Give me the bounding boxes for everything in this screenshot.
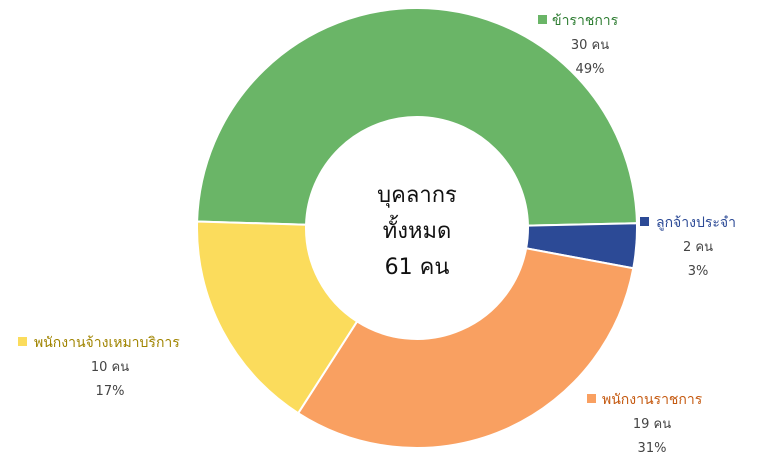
slice-label-name-2: พนักงานราชการ [602,392,703,408]
slice-2 [296,247,635,449]
slice-label-percent-2: 31% [638,441,667,456]
legend-swatch-0 [538,15,547,24]
slice-label-count-0: 30 คน [571,38,609,53]
slice-label-2: พนักงานราชการ 19 คน 31% [587,392,703,456]
slice-label-name-3: พนักงานจ้างเหมาบริการ [34,335,180,351]
legend-swatch-2 [587,394,596,403]
slice-0 [196,6,638,227]
center-label-line-1: บุคลากร [377,183,457,208]
slice-label-3: พนักงานจ้างเหมาบริการ 10 คน 17% [18,335,180,399]
slice-labels: ข้าราชการ 30 คน 49% ลูกจ้างประจำ 2 คน 3% พนักง… [18,13,736,456]
slice-label-count-1: 2 คน [683,240,713,255]
center-label-line-2: ทั้งหมด [383,215,452,244]
slices-group [196,6,638,449]
legend-swatch-1 [640,217,649,226]
center-label: บุคลากร ทั้งหมด 61 คน [377,183,457,280]
slice-label-count-2: 19 คน [633,417,671,432]
slice-label-percent-3: 17% [96,384,125,399]
slice-label-name-1: ลูกจ้างประจำ [656,215,736,231]
slice-3 [196,220,359,415]
slice-label-name-0: ข้าราชการ [552,13,619,29]
slice-label-0: ข้าราชการ 30 คน 49% [538,13,619,77]
slice-label-percent-1: 3% [688,264,709,279]
slice-label-1: ลูกจ้างประจำ 2 คน 3% [640,215,736,279]
slice-label-percent-0: 49% [576,62,605,77]
legend-swatch-3 [18,337,27,346]
slice-label-count-3: 10 คน [91,360,129,375]
center-label-line-3: 61 คน [385,255,450,280]
